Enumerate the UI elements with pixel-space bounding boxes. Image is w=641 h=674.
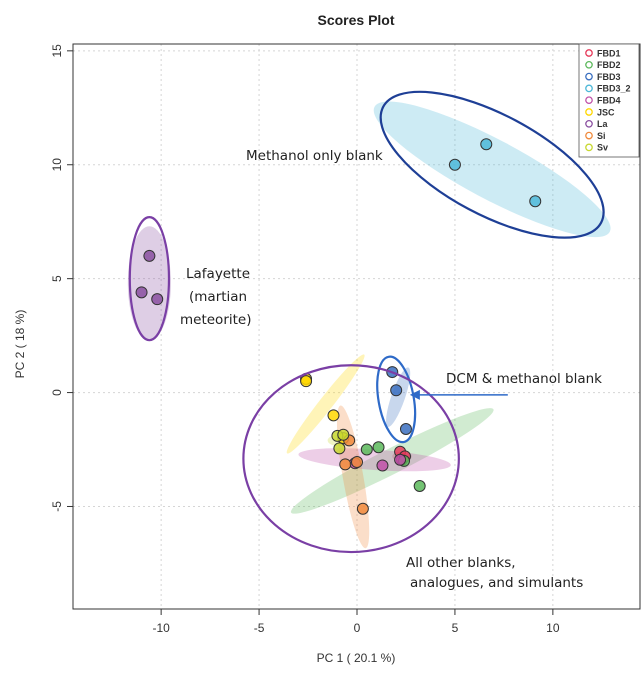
point-jsc: [327, 409, 340, 422]
annotation-lafayette-line2: (martian: [189, 289, 247, 305]
legend-marker-fbd3_2: [585, 84, 593, 93]
annotation-dcm: DCM & methanol blank: [446, 371, 602, 387]
legend-marker-jsc: [585, 108, 593, 116]
y-tick-label: 10: [50, 158, 64, 172]
legend-label-jsc: JSC: [597, 107, 615, 117]
legend-label-fbd2: FBD2: [597, 60, 621, 70]
x-tick-label: -10: [152, 621, 170, 635]
legend-label-si: Si: [597, 131, 606, 141]
outline-lafayette: [128, 216, 171, 342]
legend-marker-fbd1: [585, 49, 593, 57]
ellipse-fbd4: [298, 448, 451, 472]
point-fbd3: [390, 384, 403, 397]
legend-label-fbd3: FBD3: [597, 72, 621, 82]
ellipse-jsc: [286, 354, 365, 454]
ellipse-fbd3_2: [373, 101, 611, 238]
legend-label-la: La: [597, 119, 608, 129]
annotation-lafayette-line3: meteorite): [180, 312, 251, 328]
y-tick-label: 5: [50, 275, 64, 282]
outline-others: [242, 364, 460, 554]
y-tick-label: -5: [50, 501, 64, 512]
point-sv: [337, 428, 350, 441]
legend-label-fbd4: FBD4: [597, 96, 621, 106]
annotation-methanol: Methanol only blank: [246, 148, 383, 164]
axis-ticks: -10 -5 0 5 10 -5 0 5 10 15: [50, 44, 560, 635]
x-tick-label: -5: [254, 621, 265, 635]
point-sv: [333, 442, 346, 455]
point-la: [143, 249, 156, 262]
point-fbd3: [399, 423, 412, 436]
point-jsc: [300, 375, 313, 388]
x-tick-label: 0: [354, 621, 361, 635]
ellipse-la: [127, 226, 171, 341]
outline-methanol: [379, 90, 605, 239]
dcm-arrowhead: [409, 389, 420, 400]
legend-marker-fbd3: [585, 72, 593, 81]
annotation-others-line2: analogues, and simulants: [410, 575, 583, 591]
chart-title: Scores Plot: [317, 12, 394, 28]
legend-label-fbd1: FBD1: [597, 48, 621, 58]
point-si: [351, 456, 363, 469]
point-fbd3_2: [529, 195, 542, 208]
legend-label-sv: Sv: [597, 143, 608, 153]
annotation-lafayette-line1: Lafayette: [186, 266, 250, 282]
point-si: [339, 458, 352, 471]
y-axis-label: PC 2 ( 18 %): [13, 310, 27, 379]
ellipse-fbd3: [386, 367, 411, 427]
legend-marker-fbd2: [585, 60, 593, 69]
point-fbd2: [413, 479, 426, 492]
x-tick-label: 10: [546, 621, 560, 635]
y-tick-label: 0: [50, 389, 64, 396]
x-axis-label: PC 1 ( 20.1 %): [317, 651, 396, 665]
legend-marker-si: [585, 131, 593, 140]
point-fbd4: [394, 453, 407, 466]
point-fbd3_2: [448, 158, 461, 171]
ellipse-fbd2: [290, 408, 494, 514]
y-tick-label: 15: [50, 44, 64, 58]
point-fbd4: [376, 459, 389, 472]
x-tick-label: 5: [452, 621, 459, 635]
point-la: [135, 286, 148, 299]
annotation-others-line1: All other blanks,: [406, 555, 516, 571]
point-fbd2: [360, 443, 373, 456]
legend-label-fbd3_2: FBD3_2: [597, 84, 631, 94]
point-si: [356, 502, 369, 515]
legend-marker-sv: [585, 143, 593, 152]
point-fbd3_2: [480, 138, 493, 151]
point-la: [151, 293, 164, 306]
data-points: [135, 138, 542, 515]
legend-marker-fbd4: [585, 96, 593, 105]
grid: [73, 44, 641, 609]
legend-marker-la: [585, 119, 593, 128]
point-fbd2: [372, 441, 385, 454]
